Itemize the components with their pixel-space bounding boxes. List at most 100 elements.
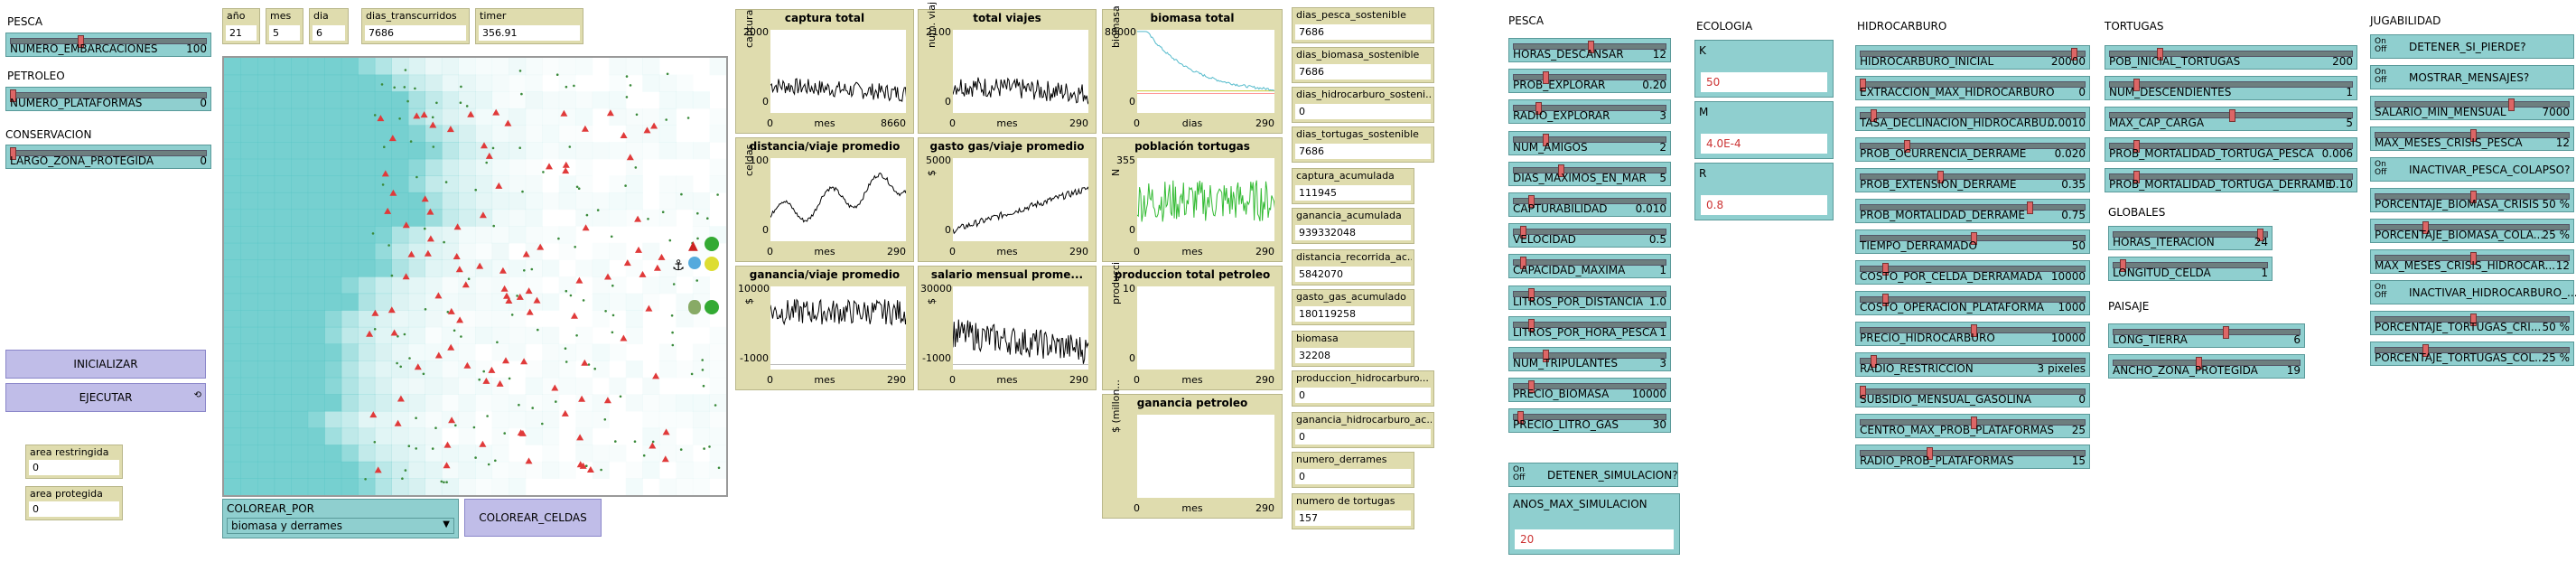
slider-handle[interactable]	[1527, 287, 1535, 301]
slider-track[interactable]	[1860, 296, 2086, 303]
slider-centro-max-prob-plataformas[interactable]: CENTRO_MAX_PROB_PLATAFORMAS 25	[1855, 414, 2090, 438]
slider-salario-min-mensual[interactable]: SALARIO_MIN_MENSUAL 7000	[2370, 96, 2574, 120]
slider-handle[interactable]	[2422, 221, 2429, 234]
input-anos-max-simulacion[interactable]: ANOS_MAX_SIMULACION 20	[1508, 493, 1680, 555]
slider-prob-mortalidad-tortuga-pesca[interactable]: PROB_MORTALIDAD_TORTUGA_PESCA 0.006	[2105, 137, 2357, 162]
slider-handle[interactable]	[10, 89, 16, 102]
slider-radio-explorar[interactable]: RADIO_EXPLORAR 3	[1508, 99, 1671, 125]
slider-handle[interactable]	[1543, 350, 1550, 362]
slider-precio-biomasa[interactable]: PRECIO_BIOMASA 10000	[1508, 378, 1671, 403]
slider-track[interactable]	[2375, 347, 2570, 353]
slider-handle[interactable]	[1971, 232, 1977, 245]
slider-max-meses-crisis-pesca[interactable]: MAX_MESES_CRISIS_PESCA 12	[2370, 126, 2574, 151]
slider-handle[interactable]	[1527, 318, 1535, 332]
ejecutar-button[interactable]: EJECUTAR ⟲	[5, 383, 206, 412]
slider-handle[interactable]	[1926, 447, 1933, 460]
slider-track[interactable]	[1513, 198, 1666, 204]
slider-num-amigos[interactable]: NUM_AMIGOS 2	[1508, 130, 1671, 155]
slider-litros-por-distancia[interactable]: LITROS_POR_DISTANCIA 1.0	[1508, 285, 1671, 310]
slider-track[interactable]	[10, 38, 207, 44]
slider-track[interactable]	[1513, 105, 1666, 112]
input-r[interactable]: R 0.8	[1694, 163, 1834, 220]
slider-track[interactable]	[1860, 173, 2086, 180]
slider-handle[interactable]	[2133, 140, 2140, 153]
slider-porcentaje-biomasa-cola-[interactable]: PORCENTAJE_BIOMASA_COLA... 25 %	[2370, 219, 2574, 243]
slider-handle[interactable]	[1527, 195, 1535, 208]
slider-track[interactable]	[2109, 51, 2353, 57]
slider-handle[interactable]	[77, 35, 84, 48]
slider-radio-prob-plataformas[interactable]: RADIO_PROB_PLATAFORMAS 15	[1855, 445, 2090, 469]
slider-capacidad-maxima[interactable]: CAPACIDAD_MAXIMA 1	[1508, 254, 1671, 279]
slider-track[interactable]	[2375, 101, 2570, 108]
switch-inactivar-hidrocarburo-[interactable]: On Off INACTIVAR_HIDROCARBURO_...	[2370, 280, 2576, 304]
switch-inactivar-pesca-colapso-[interactable]: On Off INACTIVAR_PESCA_COLAPSO?	[2370, 157, 2574, 182]
world-view[interactable]	[222, 56, 728, 497]
slider-handle[interactable]	[1971, 324, 1977, 337]
slider-prob-mortalidad-tortuga-derrame[interactable]: PROB_MORTALIDAD_TORTUGA_DERRAME 0.10	[2105, 168, 2357, 192]
slider-prob-ocurrencia-derrame[interactable]: PROB_OCURRENCIA_DERRAME 0.020	[1855, 137, 2090, 162]
slider-handle[interactable]	[1535, 102, 1542, 116]
slider-costo-operacion-plataforma[interactable]: COSTO_OPERACION_PLATAFORMA 1000	[1855, 291, 2090, 315]
slider-handle[interactable]	[1871, 109, 1878, 122]
slider-handle[interactable]	[1557, 164, 1564, 177]
slider-track[interactable]	[1860, 143, 2086, 149]
slider-handle[interactable]	[2133, 171, 2140, 183]
slider-handle[interactable]	[2470, 252, 2477, 265]
anos-max-value[interactable]: 20	[1515, 529, 1674, 549]
switch-detener-si-pierde-[interactable]: On Off DETENER_SI_PIERDE?	[2370, 34, 2574, 59]
slider-handle[interactable]	[1904, 140, 1911, 153]
slider-track[interactable]	[2113, 329, 2301, 335]
input-k[interactable]: K 50	[1694, 40, 1834, 98]
slider-precio-litro-gas[interactable]: PRECIO_LITRO_GAS 30	[1508, 408, 1671, 434]
slider-handle[interactable]	[1937, 171, 1945, 183]
slider-handle[interactable]	[1543, 133, 1550, 146]
slider-track[interactable]	[2113, 262, 2268, 268]
slider-track[interactable]	[1860, 112, 2086, 118]
slider-dias-maximos-en-mar[interactable]: DIAS_MAXIMOS_EN_MAR 5	[1508, 161, 1671, 186]
slider-precio-hidrocarburo[interactable]: PRECIO_HIDROCARBURO 10000	[1855, 322, 2090, 346]
slider-track[interactable]	[1513, 414, 1666, 421]
slider-capturabilidad[interactable]: CAPTURABILIDAD 0.010	[1508, 192, 1671, 217]
slider-numero-embarcaciones[interactable]: NUMERO_EMBARCACIONES 100	[5, 33, 211, 57]
slider-pob-inicial-tortugas[interactable]: POB_INICIAL_TORTUGAS 200	[2105, 45, 2357, 70]
slider-handle[interactable]	[1881, 294, 1889, 306]
slider-handle[interactable]	[1520, 226, 1527, 239]
colorear-celdas-button[interactable]: COLOREAR_CELDAS	[464, 499, 602, 537]
slider-porcentaje-tortugas-cri-[interactable]: PORCENTAJE_TORTUGAS_CRI... 50 %	[2370, 311, 2574, 335]
slider-radio-restriccion[interactable]: RADIO_RESTRICCION 3 pixeles	[1855, 352, 2090, 377]
slider-track[interactable]	[1513, 352, 1666, 359]
switch-detener-simulacion[interactable]: On Off DETENER_SIMULACION?	[1508, 463, 1678, 487]
slider-horas-descansar[interactable]: HORAS_DESCANSAR 12	[1508, 38, 1671, 62]
slider-track[interactable]	[2375, 224, 2570, 230]
slider-track[interactable]	[2109, 173, 2353, 180]
slider-subsidio-mensual-gasolina[interactable]: SUBSIDIO_MENSUAL_GASOLINA 0	[1855, 383, 2090, 407]
input-m[interactable]: M 4.0E-4	[1694, 101, 1834, 159]
slider-handle[interactable]	[2422, 344, 2429, 357]
slider-handle[interactable]	[1527, 380, 1535, 394]
slider-handle[interactable]	[2223, 326, 2230, 339]
slider-handle[interactable]	[2470, 129, 2477, 142]
slider-porcentaje-tortugas-col-[interactable]: PORCENTAJE_TORTUGAS_COL... 25 %	[2370, 342, 2574, 366]
slider-numero-plataformas[interactable]: NUMERO_PLATAFORMAS 0	[5, 87, 211, 111]
slider-tiempo-derramado[interactable]: TIEMPO_DERRAMADO 50	[1855, 229, 2090, 254]
slider-handle[interactable]	[2470, 191, 2477, 203]
slider-max-cap-carga[interactable]: MAX_CAP_CARGA 5	[2105, 107, 2357, 131]
slider-handle[interactable]	[1881, 263, 1889, 276]
slider-track[interactable]	[1860, 358, 2086, 364]
slider-track[interactable]	[2109, 81, 2353, 88]
slider-largo-zona-protegida[interactable]: LARGO_ZONA_PROTEGIDA 0	[5, 145, 211, 169]
inicializar-button[interactable]: INICIALIZAR	[5, 350, 206, 379]
slider-handle[interactable]	[1543, 71, 1550, 85]
slider-track[interactable]	[2113, 360, 2301, 366]
slider-track[interactable]	[1513, 383, 1666, 390]
slider-handle[interactable]	[2133, 79, 2140, 91]
slider-hidrocarburo-inicial[interactable]: HIDROCARBURO_INICIAL 20000	[1855, 45, 2090, 70]
switch-mostrar-mensajes-[interactable]: On Off MOSTRAR_MENSAJES?	[2370, 65, 2574, 89]
slider-extraccion-max-hidrocarburo[interactable]: EXTRACCION_MAX_HIDROCARBURO 0	[1855, 76, 2090, 100]
slider-track[interactable]	[1513, 166, 1666, 173]
slider-handle[interactable]	[2195, 357, 2202, 370]
slider-tasa-declinacion-hidrocarbu-[interactable]: TASA_DECLINACION_HIDROCARBU... 0.0010	[1855, 107, 2090, 131]
slider-track[interactable]	[1513, 74, 1666, 81]
slider-prob-extension-derrame[interactable]: PROB_EXTENSION_DERRAME 0.35	[1855, 168, 2090, 192]
slider-track[interactable]	[1513, 229, 1666, 236]
